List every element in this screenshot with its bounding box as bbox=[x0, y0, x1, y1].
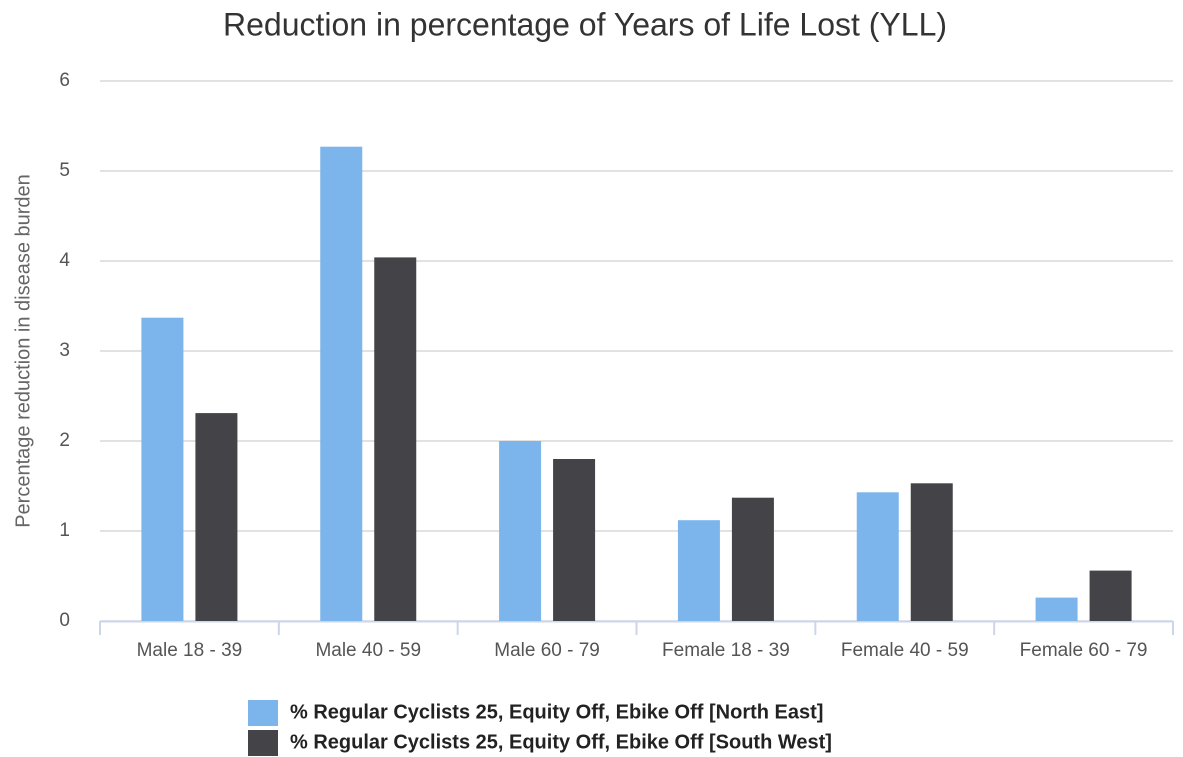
y-tick-label: 0 bbox=[59, 610, 70, 631]
legend-swatch bbox=[248, 700, 278, 726]
x-tick-label: Male 18 - 39 bbox=[137, 640, 243, 661]
x-tick-label: Female 18 - 39 bbox=[662, 640, 790, 661]
legend-label: % Regular Cyclists 25, Equity Off, Ebike… bbox=[290, 701, 823, 723]
bar bbox=[320, 146, 363, 621]
chart-title: Reduction in percentage of Years of Life… bbox=[223, 6, 947, 42]
y-tick-label: 1 bbox=[59, 520, 70, 541]
bar bbox=[1089, 570, 1132, 621]
bar bbox=[553, 459, 596, 621]
y-tick-label: 5 bbox=[59, 160, 70, 181]
bar bbox=[856, 492, 899, 621]
x-tick-label: Male 40 - 59 bbox=[315, 640, 421, 661]
bar bbox=[499, 441, 542, 621]
x-tick-label: Female 60 - 79 bbox=[1020, 640, 1148, 661]
bar bbox=[141, 317, 184, 621]
bar bbox=[1035, 597, 1078, 621]
y-axis-label: Percentage reduction in disease burden bbox=[12, 174, 34, 528]
legend-swatch bbox=[248, 730, 278, 756]
y-tick-label: 2 bbox=[59, 430, 70, 451]
y-tick-label: 4 bbox=[59, 250, 70, 271]
y-tick-label: 6 bbox=[59, 70, 70, 91]
bar bbox=[910, 483, 953, 621]
bar bbox=[374, 257, 417, 621]
legend-label: % Regular Cyclists 25, Equity Off, Ebike… bbox=[290, 731, 832, 753]
x-tick-label: Female 40 - 59 bbox=[841, 640, 969, 661]
bar bbox=[195, 413, 238, 621]
bar bbox=[677, 520, 720, 621]
bar bbox=[731, 497, 774, 621]
y-tick-label: 3 bbox=[59, 340, 70, 361]
x-tick-label: Male 60 - 79 bbox=[494, 640, 600, 661]
